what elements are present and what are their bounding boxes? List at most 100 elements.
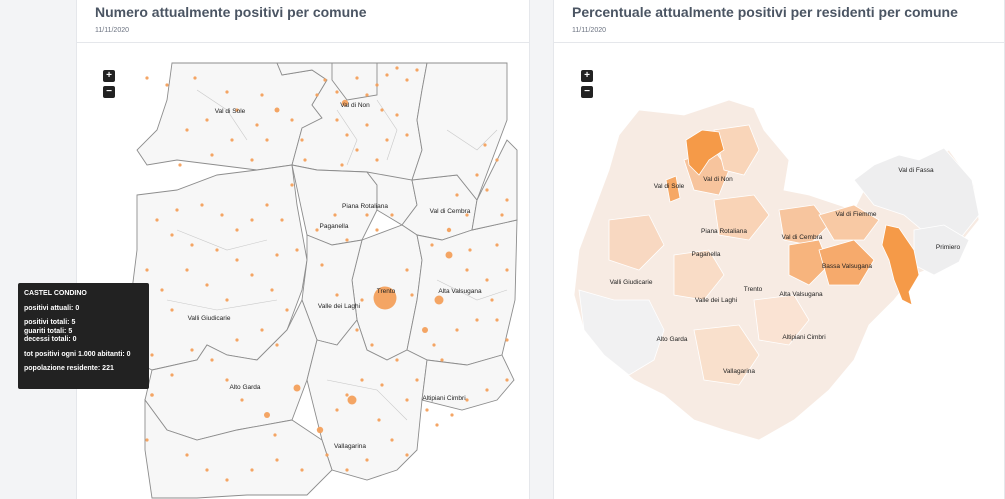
bubble[interactable] <box>450 413 454 417</box>
bubble-map[interactable]: Val di Sole Val di Non Piana Rotaliana Val … <box>77 0 531 499</box>
bubble[interactable] <box>170 373 174 377</box>
zoom-out-button[interactable]: − <box>581 86 593 98</box>
bubble[interactable] <box>155 218 159 222</box>
bubble[interactable] <box>205 118 209 122</box>
bubble[interactable] <box>275 253 279 257</box>
bubble[interactable] <box>235 258 239 262</box>
bubble[interactable] <box>475 318 479 322</box>
bubble[interactable] <box>178 163 182 167</box>
bubble[interactable] <box>340 163 344 167</box>
bubble[interactable] <box>375 228 379 232</box>
bubble[interactable] <box>170 308 174 312</box>
bubble[interactable] <box>316 426 324 434</box>
bubble[interactable] <box>335 118 339 122</box>
bubble[interactable] <box>280 218 284 222</box>
bubble[interactable] <box>505 338 509 342</box>
bubble[interactable] <box>185 128 189 132</box>
bubble[interactable] <box>250 218 254 222</box>
bubble[interactable] <box>303 158 307 162</box>
bubble[interactable] <box>255 123 259 127</box>
bubble[interactable] <box>385 138 389 142</box>
bubble[interactable] <box>380 383 384 387</box>
bubble[interactable] <box>225 298 229 302</box>
bubble[interactable] <box>495 158 499 162</box>
bubble[interactable] <box>341 99 349 107</box>
bubble[interactable] <box>505 378 509 382</box>
bubble[interactable] <box>290 183 294 187</box>
bubble[interactable] <box>435 423 439 427</box>
bubble[interactable] <box>175 208 179 212</box>
bubble[interactable] <box>295 248 299 252</box>
bubble[interactable] <box>300 138 304 142</box>
bubble[interactable] <box>373 286 397 310</box>
bubble[interactable] <box>315 228 319 232</box>
bubble[interactable] <box>250 158 254 162</box>
bubble[interactable] <box>347 395 357 405</box>
bubble[interactable] <box>432 343 436 347</box>
bubble[interactable] <box>440 358 444 362</box>
bubble[interactable] <box>355 328 359 332</box>
bubble[interactable] <box>345 468 349 472</box>
bubble[interactable] <box>468 248 472 252</box>
bubble[interactable] <box>505 268 509 272</box>
bubble[interactable] <box>335 293 339 297</box>
bubble[interactable] <box>365 458 369 462</box>
bubble[interactable] <box>370 343 374 347</box>
bubble[interactable] <box>365 123 369 127</box>
bubble[interactable] <box>285 308 289 312</box>
bubble[interactable] <box>273 433 277 437</box>
bubble[interactable] <box>375 158 379 162</box>
bubble[interactable] <box>210 358 214 362</box>
bubble[interactable] <box>225 378 229 382</box>
bubble[interactable] <box>240 398 244 402</box>
bubble[interactable] <box>275 343 279 347</box>
bubble[interactable] <box>465 268 469 272</box>
bubble[interactable] <box>483 143 487 147</box>
bubble[interactable] <box>235 228 239 232</box>
bubble[interactable] <box>190 243 194 247</box>
bubble[interactable] <box>495 243 499 247</box>
bubble[interactable] <box>485 188 489 192</box>
bubble[interactable] <box>145 76 149 80</box>
bubble[interactable] <box>415 378 419 382</box>
bubble[interactable] <box>434 295 444 305</box>
bubble[interactable] <box>430 243 434 247</box>
bubble[interactable] <box>405 453 409 457</box>
bubble[interactable] <box>360 298 364 302</box>
bubble[interactable] <box>145 268 149 272</box>
zoom-in-button[interactable]: + <box>103 70 115 82</box>
bubble[interactable] <box>345 393 349 397</box>
bubble[interactable] <box>270 288 274 292</box>
bubble[interactable] <box>375 83 379 87</box>
bubble[interactable] <box>500 213 504 217</box>
bubble[interactable] <box>415 68 419 72</box>
bubble[interactable] <box>405 268 409 272</box>
bubble[interactable] <box>325 453 329 457</box>
bubble[interactable] <box>475 173 479 177</box>
bubble[interactable] <box>360 378 364 382</box>
bubble[interactable] <box>210 153 214 157</box>
bubble[interactable] <box>345 238 349 242</box>
bubble[interactable] <box>405 78 409 82</box>
bubble[interactable] <box>215 248 219 252</box>
bubble[interactable] <box>235 108 239 112</box>
bubble[interactable] <box>446 227 452 233</box>
bubble[interactable] <box>275 458 279 462</box>
bubble[interactable] <box>355 148 359 152</box>
bubble[interactable] <box>395 358 399 362</box>
bubble[interactable] <box>225 478 229 482</box>
bubble[interactable] <box>235 338 239 342</box>
bubble[interactable] <box>264 412 270 418</box>
bubble[interactable] <box>220 213 224 217</box>
bubble[interactable] <box>193 76 197 80</box>
bubble[interactable] <box>495 318 499 322</box>
bubble[interactable] <box>200 203 204 207</box>
bubble[interactable] <box>405 398 409 402</box>
bubble[interactable] <box>250 468 254 472</box>
bubble[interactable] <box>425 408 429 412</box>
bubble[interactable] <box>150 353 154 357</box>
bubble[interactable] <box>160 288 164 292</box>
bubble[interactable] <box>225 90 229 94</box>
bubble[interactable] <box>355 76 359 80</box>
zoom-in-button[interactable]: + <box>581 70 593 82</box>
